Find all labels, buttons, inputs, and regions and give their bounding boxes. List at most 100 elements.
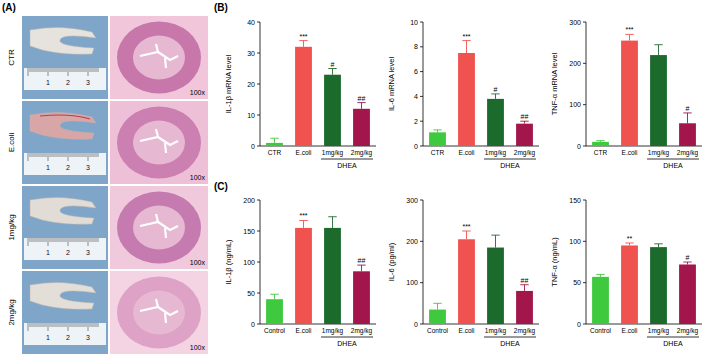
bar [295, 228, 312, 324]
error-cap [683, 112, 691, 113]
error-bar [683, 262, 691, 264]
ruler-tick [96, 68, 97, 72]
ruler-tick [78, 323, 79, 327]
y-tick [583, 22, 586, 23]
histology-background [110, 16, 208, 99]
magnification: 100x [190, 89, 206, 96]
error-bar [357, 103, 365, 109]
significance-mark: *** [625, 26, 633, 33]
ruler-tick [78, 153, 79, 157]
ruler-tick [44, 323, 45, 327]
ruler-tick [80, 323, 81, 327]
significance-mark: ** [627, 235, 633, 242]
ruler-label: 3 [86, 164, 90, 171]
y-tick [420, 324, 423, 325]
ruler-tick [48, 68, 49, 76]
y-tick-label: 100 [406, 279, 418, 286]
ruler-tick [82, 68, 83, 72]
x-tick-label: E.coli [459, 327, 475, 334]
ruler-tick [62, 323, 63, 327]
ruler [24, 68, 106, 90]
y-tick-label: 200 [569, 60, 581, 67]
ruler-tick [66, 68, 67, 72]
bar [324, 75, 341, 146]
y-tick-label: 0 [577, 321, 581, 328]
error-bar [433, 303, 441, 309]
ruler-tick [72, 68, 73, 72]
histology-inner [133, 291, 185, 335]
ruler-label: 2 [66, 164, 70, 171]
error-bar [462, 231, 470, 239]
y-tick [420, 241, 423, 242]
x-tick-label: E.coli [296, 149, 312, 156]
y-tick-label: 8 [414, 43, 418, 50]
ruler-tick [90, 153, 91, 157]
ruler-tick [42, 68, 43, 72]
bar-chart: IL-1β mRNA level010203040***###CTRE.coli… [224, 19, 376, 170]
group-bracket [321, 337, 373, 338]
group-label: DHEA [500, 340, 520, 347]
bar [621, 41, 638, 146]
y-tick-label: 30 [247, 50, 255, 57]
ruler-tick [94, 323, 95, 327]
ruler-tick [52, 238, 53, 242]
histology-tissue [117, 277, 201, 349]
group-bracket [647, 337, 699, 338]
panel-label: (B) [214, 2, 228, 13]
bar [295, 47, 312, 146]
histology-tissue [117, 22, 201, 94]
error-cap [683, 262, 691, 263]
ruler-tick [86, 238, 87, 242]
ruler-tick [90, 238, 91, 242]
ruler-tick [62, 153, 63, 157]
ruler-tick [54, 153, 55, 157]
ruler-tick [30, 68, 31, 72]
y-axis-label: IL-1β mRNA level [224, 54, 233, 113]
error-cap [299, 40, 307, 41]
panel-a-row: E.coli123100x [7, 101, 208, 184]
ruler-tick [76, 238, 77, 242]
significance-mark: *** [299, 212, 307, 219]
error-bar [299, 41, 307, 47]
bar [621, 245, 638, 324]
ruler-tick [34, 153, 35, 157]
ruler-tick [88, 238, 89, 246]
ruler-tick [54, 238, 55, 242]
ruler-tick [82, 238, 83, 242]
y-tick [583, 241, 586, 242]
y-tick-label: 0 [414, 321, 418, 328]
x-tick-label: 1mg/kg [322, 149, 344, 157]
ruler-tick [76, 68, 77, 72]
bar [353, 109, 370, 146]
ruler-tick [74, 323, 75, 327]
y-tick [583, 104, 586, 105]
ruler-tick [60, 323, 61, 327]
ruler-tick [80, 238, 81, 242]
ruler-tick [28, 153, 29, 161]
histology-inner [133, 36, 185, 80]
ruler-tick [46, 323, 47, 327]
ruler-tick [40, 238, 41, 242]
error-cap [328, 68, 336, 69]
error-cap [270, 294, 278, 295]
ruler-tick [38, 68, 39, 72]
significance-mark: # [494, 86, 498, 93]
error-stem [361, 103, 362, 109]
error-stem [274, 138, 275, 143]
bar [487, 99, 504, 146]
y-tick-label: 50 [573, 279, 581, 286]
error-bar [654, 244, 662, 247]
error-cap [625, 34, 633, 35]
ruler [24, 153, 106, 175]
group-label: DHEA [663, 162, 683, 169]
histology-tissue [117, 107, 201, 179]
photo-background [22, 186, 108, 269]
panel-a-row: 2mg/kg123100x [7, 271, 208, 354]
ruler-tick [58, 68, 59, 72]
ruler-tick [32, 68, 33, 72]
figure: (A)(B)(C)CTR123100xE.coli123100x1mg/kg12… [0, 0, 709, 358]
y-tick-label: 150 [569, 197, 581, 204]
y-tick [257, 231, 260, 232]
ruler-label: 2 [66, 334, 70, 341]
ruler-tick [72, 238, 73, 242]
